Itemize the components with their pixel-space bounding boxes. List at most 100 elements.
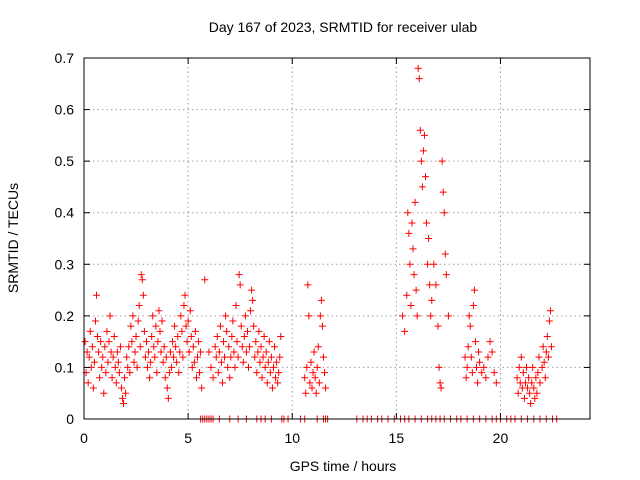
data-point <box>474 379 482 387</box>
data-point <box>399 312 407 320</box>
data-point <box>245 363 253 371</box>
data-point <box>168 338 176 346</box>
data-point <box>411 198 419 206</box>
data-point <box>165 369 173 377</box>
data-point <box>262 348 270 356</box>
data-point <box>101 343 109 351</box>
data-point <box>205 348 213 356</box>
data-point <box>410 271 418 279</box>
y-tick-label: 0.4 <box>55 205 75 221</box>
data-point <box>531 394 539 402</box>
data-point <box>524 384 532 392</box>
data-point <box>428 296 436 304</box>
data-point <box>242 348 250 356</box>
data-point <box>146 374 154 382</box>
data-point <box>276 353 284 361</box>
data-point <box>89 384 97 392</box>
data-point <box>416 126 424 134</box>
data-point <box>162 353 170 361</box>
data-point <box>134 317 142 325</box>
data-point <box>414 64 422 72</box>
data-point <box>223 327 231 335</box>
data-point <box>473 363 481 371</box>
data-point <box>254 348 262 356</box>
data-point <box>544 353 552 361</box>
data-point <box>135 302 143 310</box>
data-point <box>463 363 471 371</box>
y-tick-label: 0.3 <box>55 256 75 272</box>
data-point <box>147 358 155 366</box>
data-point <box>547 343 555 351</box>
axis-ticks: 0 0.1 0.2 0.3 0.4 0.5 0.6 0.7 0 5 10 15 20 <box>55 50 590 446</box>
x-tick-label: 0 <box>80 430 88 446</box>
data-point <box>142 338 150 346</box>
data-point <box>84 379 92 387</box>
data-point <box>237 322 245 330</box>
x-tick-label: 15 <box>389 430 405 446</box>
data-point <box>85 353 93 361</box>
data-point <box>94 332 102 340</box>
data-point <box>178 327 186 335</box>
data-point <box>174 332 182 340</box>
data-point <box>159 358 167 366</box>
data-point <box>97 338 105 346</box>
x-tick-label: 5 <box>184 430 192 446</box>
data-point <box>407 302 415 310</box>
data-point <box>467 353 475 361</box>
data-points <box>81 64 561 423</box>
data-point <box>193 353 201 361</box>
data-point <box>224 363 232 371</box>
data-point <box>211 343 219 351</box>
data-point <box>426 281 434 289</box>
data-point <box>430 260 438 268</box>
data-point <box>435 363 443 371</box>
data-point <box>150 343 158 351</box>
data-point <box>476 358 484 366</box>
data-point <box>170 353 178 361</box>
data-point <box>312 389 320 397</box>
data-point <box>461 353 469 361</box>
data-point <box>533 389 541 397</box>
data-point <box>148 332 156 340</box>
data-point <box>185 348 193 356</box>
data-point <box>532 374 540 382</box>
data-point <box>266 369 274 377</box>
data-point <box>157 348 165 356</box>
data-point <box>192 374 200 382</box>
data-point <box>103 327 111 335</box>
data-point <box>256 358 264 366</box>
data-point <box>529 363 537 371</box>
data-point <box>313 363 321 371</box>
data-point <box>131 348 139 356</box>
data-point <box>152 322 160 330</box>
data-point <box>401 327 409 335</box>
data-point <box>468 369 476 377</box>
x-tick-label: 20 <box>493 430 509 446</box>
data-point <box>517 353 525 361</box>
y-tick-label: 0.1 <box>55 359 75 375</box>
data-point <box>301 374 309 382</box>
data-point <box>238 343 246 351</box>
data-point <box>104 358 112 366</box>
data-point <box>99 353 107 361</box>
data-point <box>475 348 483 356</box>
data-point <box>226 374 234 382</box>
data-point <box>225 343 233 351</box>
data-point <box>255 327 263 335</box>
data-point <box>250 322 258 330</box>
data-point <box>274 379 282 387</box>
data-point <box>233 338 241 346</box>
data-point <box>167 363 175 371</box>
data-point <box>480 363 488 371</box>
data-point <box>427 312 435 320</box>
data-point <box>319 353 327 361</box>
data-point <box>186 307 194 315</box>
data-point <box>129 312 137 320</box>
data-point <box>130 358 138 366</box>
data-point <box>127 322 135 330</box>
data-point <box>175 369 183 377</box>
data-point <box>259 353 267 361</box>
data-point <box>212 353 220 361</box>
data-point <box>469 302 477 310</box>
